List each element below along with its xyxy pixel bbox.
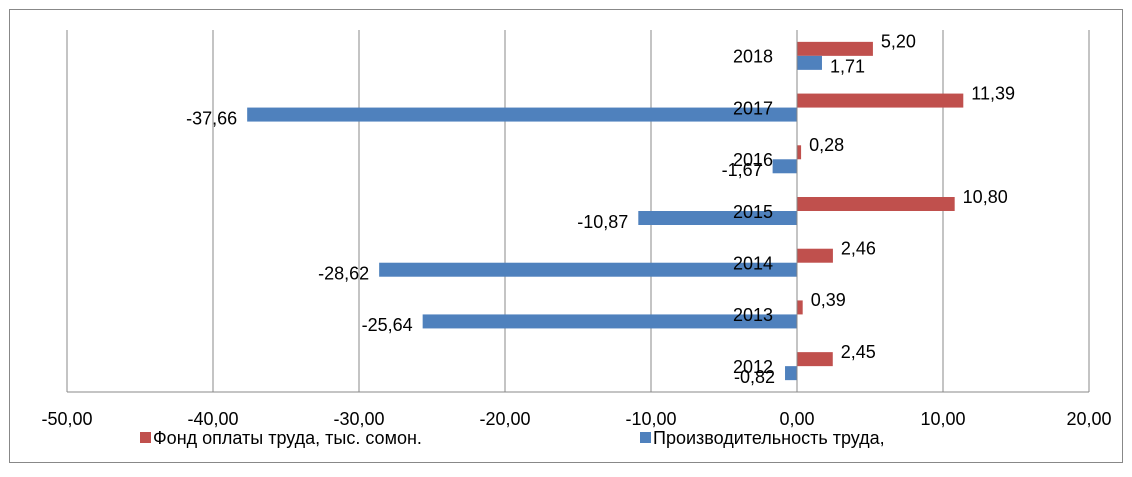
x-tick-label: -20,00 xyxy=(479,409,530,429)
data-label: 2,46 xyxy=(841,238,876,258)
data-label: 0,28 xyxy=(809,135,844,155)
legend-swatch xyxy=(140,432,151,443)
x-tick-label: -40,00 xyxy=(187,409,238,429)
data-label: 0,39 xyxy=(811,290,846,310)
bar xyxy=(785,366,797,381)
bar xyxy=(797,248,833,263)
x-tick-label: 0,00 xyxy=(779,409,814,429)
data-label: 11,39 xyxy=(971,83,1015,103)
y-tick-label: 2017 xyxy=(733,98,773,118)
y-tick-label: 2015 xyxy=(733,202,773,222)
x-tick-label: -30,00 xyxy=(333,409,384,429)
data-label: -37,66 xyxy=(186,108,237,128)
data-label: -1,67 xyxy=(722,160,763,180)
bar xyxy=(797,93,964,108)
data-label: 1,71 xyxy=(830,57,865,77)
data-label: 2,45 xyxy=(841,342,876,362)
y-tick-label: 2012 xyxy=(733,357,773,377)
data-label: -28,62 xyxy=(318,263,369,283)
data-label: -0,82 xyxy=(734,367,775,387)
bar xyxy=(379,262,797,277)
y-tick-label: 2014 xyxy=(733,253,773,273)
y-tick-label: 2018 xyxy=(733,47,773,67)
data-label: 10,80 xyxy=(963,187,1008,207)
bar xyxy=(797,300,803,315)
x-tick-label: 20,00 xyxy=(1066,409,1111,429)
bar xyxy=(772,159,797,174)
legend-label: Производительность труда, xyxy=(653,428,885,448)
x-tick-label: -50,00 xyxy=(41,409,92,429)
chart-frame xyxy=(9,9,1123,463)
bar xyxy=(797,145,802,160)
data-label: -10,87 xyxy=(577,212,628,232)
bar xyxy=(422,314,797,329)
bar xyxy=(797,197,955,211)
data-label: 5,20 xyxy=(881,32,916,52)
data-label: -25,64 xyxy=(362,315,413,335)
x-tick-label: -10,00 xyxy=(625,409,676,429)
legend-label: Фонд оплаты труда, тыс. сомон. xyxy=(153,428,422,448)
y-tick-label: 2013 xyxy=(733,305,773,325)
x-tick-label: 10,00 xyxy=(920,409,965,429)
bar xyxy=(797,352,833,367)
y-tick-label: 2016 xyxy=(733,150,773,170)
bar xyxy=(797,55,822,70)
legend-swatch xyxy=(640,432,651,443)
bar xyxy=(797,41,873,56)
bar xyxy=(247,107,797,122)
bar xyxy=(638,211,797,225)
